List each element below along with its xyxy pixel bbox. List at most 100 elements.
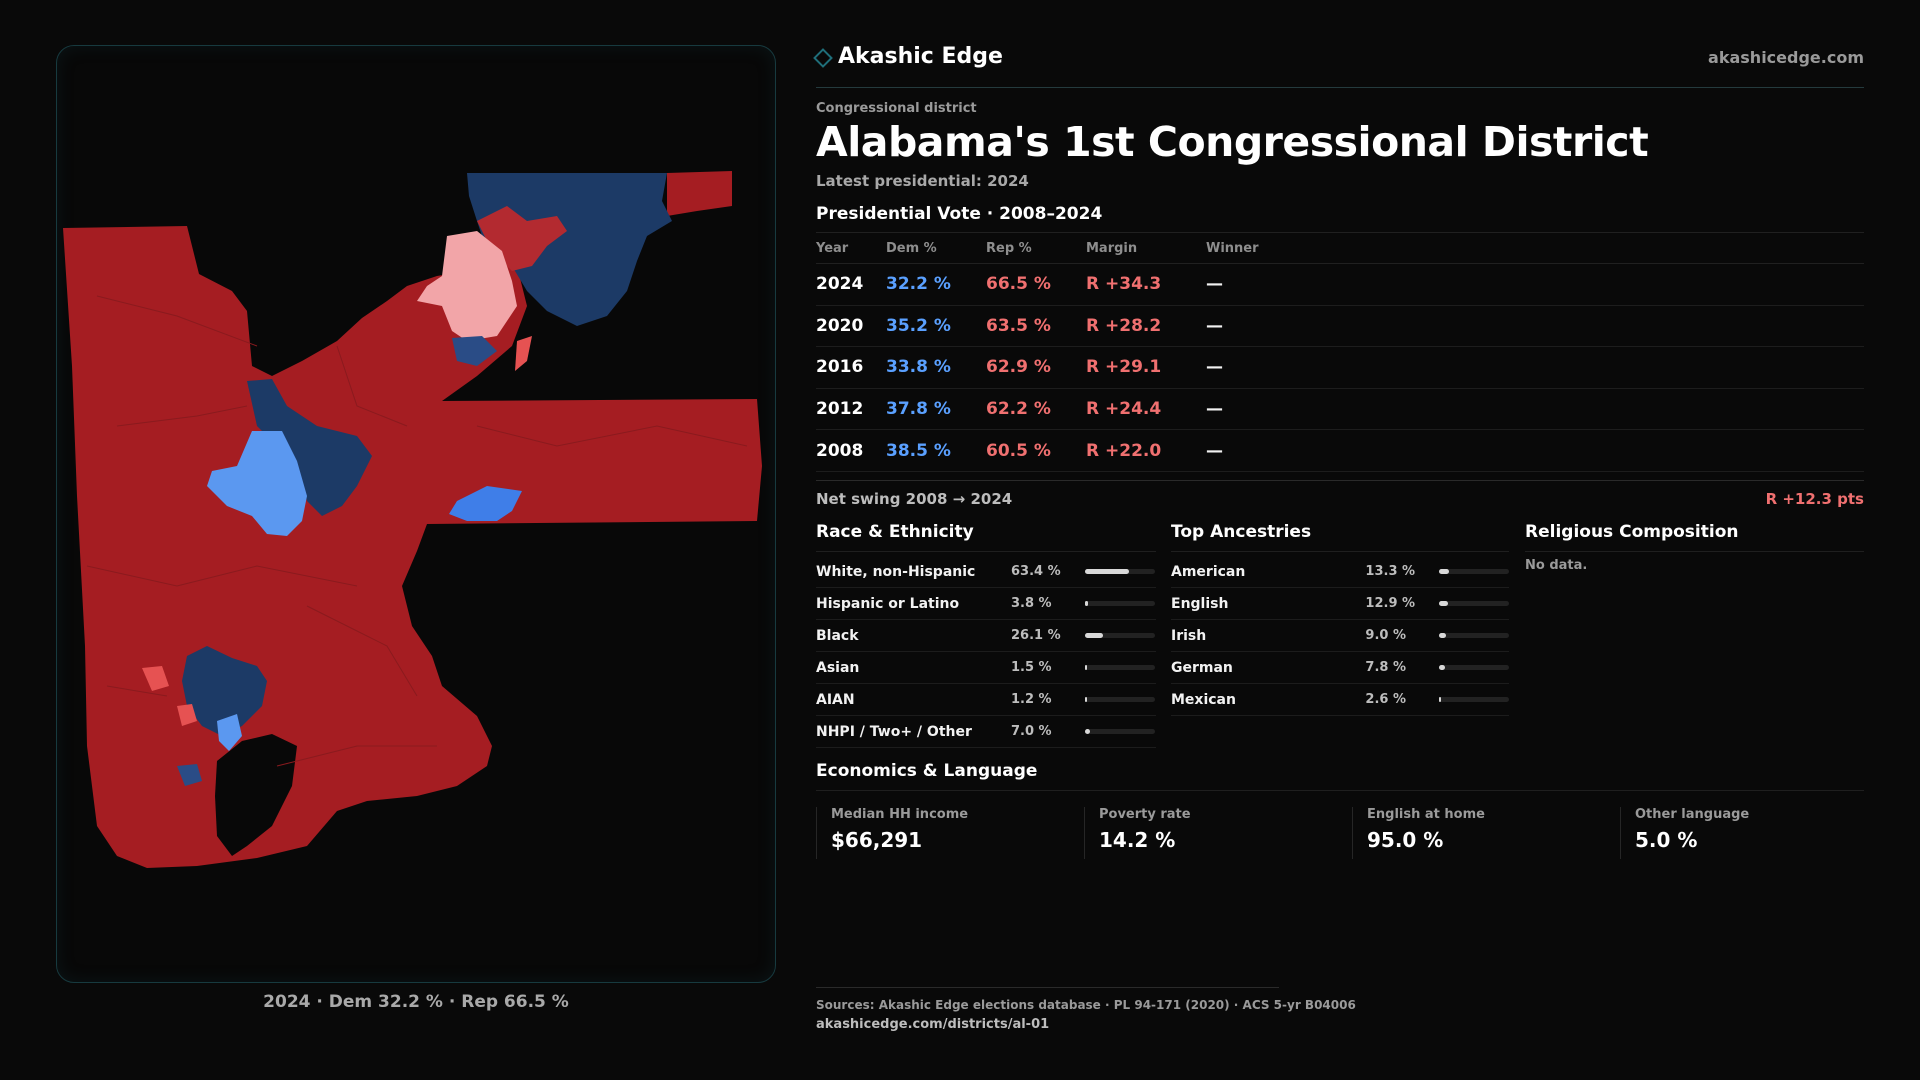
col-margin-header: Margin xyxy=(1086,232,1206,264)
map-precinct-area-darkblue-s[interactable] xyxy=(182,646,267,736)
diamond-logo-icon xyxy=(813,48,833,68)
metric-label: Other language xyxy=(1635,807,1750,822)
stat-label: Hispanic or Latino xyxy=(816,595,960,612)
margin-cell: R +34.3 xyxy=(1086,263,1206,306)
metric-other-language: Other language 5.0 % xyxy=(1620,807,1875,859)
map-precinct-area-salmon-small[interactable] xyxy=(515,336,532,371)
metric-label: Median HH income xyxy=(831,807,969,822)
net-swing-value: R +12.3 pts xyxy=(1765,490,1864,508)
list-item: Mexican 2.6 % xyxy=(1171,684,1509,716)
dem-cell: 35.2 % xyxy=(886,305,986,348)
religion-no-data: No data. xyxy=(1525,558,1588,573)
map-precinct-area-pink[interactable] xyxy=(417,231,517,341)
stat-percent: 7.8 % xyxy=(1365,660,1407,675)
map-precinct-area-blue-e[interactable] xyxy=(449,486,522,521)
map-precinct-area-salmon-s2[interactable] xyxy=(177,704,197,726)
stat-bar-track xyxy=(1085,665,1155,670)
stat-bar-fill xyxy=(1085,665,1087,670)
dem-cell: 33.8 % xyxy=(886,346,986,389)
stat-bar-fill xyxy=(1439,665,1445,670)
race-section-title: Race & Ethnicity xyxy=(816,522,974,542)
stat-bar-fill xyxy=(1439,633,1446,638)
map-precinct-area-salmon-s1[interactable] xyxy=(142,666,169,691)
stat-percent: 26.1 % xyxy=(1011,628,1061,643)
map-precinct-area-darkblue-s2[interactable] xyxy=(177,764,202,786)
stat-percent: 3.8 % xyxy=(1011,596,1052,611)
year-cell: 2016 xyxy=(816,346,886,389)
year-cell: 2024 xyxy=(816,263,886,306)
col-winner-header: Winner xyxy=(1206,232,1864,264)
footer-url-link[interactable]: akashicedge.com/districts/al-01 xyxy=(816,1017,1050,1032)
rep-cell: 62.2 % xyxy=(986,388,1086,431)
stat-percent: 63.4 % xyxy=(1011,564,1061,579)
list-item: German 7.8 % xyxy=(1171,652,1509,684)
stat-bar-track xyxy=(1439,569,1509,574)
stat-bar-track xyxy=(1085,569,1155,574)
stat-bar-track xyxy=(1439,665,1509,670)
metric-poverty-rate: Poverty rate 14.2 % xyxy=(1084,807,1339,859)
stat-label: Mexican xyxy=(1171,691,1236,708)
stat-bar-track xyxy=(1085,697,1155,702)
margin-cell: R +24.4 xyxy=(1086,388,1206,431)
map-precinct-area-lightblue-w[interactable] xyxy=(207,431,307,536)
brand-url-link[interactable]: akashicedge.com xyxy=(1708,48,1864,67)
rep-cell: 60.5 % xyxy=(986,429,1086,472)
list-item: AIAN 1.2 % xyxy=(816,684,1156,716)
map-precinct-area-red[interactable] xyxy=(63,226,762,868)
table-row: 2024 32.2 % 66.5 % R +34.3 — xyxy=(816,263,1864,306)
list-item: Irish 9.0 % xyxy=(1171,620,1509,652)
brand[interactable]: Akashic Edge xyxy=(813,44,1003,69)
page-title: Alabama's 1st Congressional District xyxy=(816,118,1649,166)
economics-section-title: Economics & Language xyxy=(816,761,1038,781)
map-precinct-area-darkblue-w[interactable] xyxy=(247,379,372,516)
stat-bar-track xyxy=(1439,697,1509,702)
rep-cell: 66.5 % xyxy=(986,263,1086,306)
header-divider xyxy=(816,87,1864,88)
map-precinct-lines xyxy=(86,295,748,767)
stat-bar-track xyxy=(1439,601,1509,606)
table-row: 2020 35.2 % 63.5 % R +28.2 — xyxy=(816,305,1864,348)
latest-presidential: Latest presidential: 2024 xyxy=(816,172,1029,190)
metric-value: $66,291 xyxy=(831,828,923,852)
list-item: NHPI / Two+ / Other 7.0 % xyxy=(816,716,1156,748)
list-item: Black 26.1 % xyxy=(816,620,1156,652)
district-panel: Akashic Edge akashicedge.com Congression… xyxy=(813,0,1864,1080)
stat-percent: 1.2 % xyxy=(1011,692,1052,707)
winner-cell: — xyxy=(1206,346,1864,389)
race-list: White, non-Hispanic 63.4 % Hispanic or Lat… xyxy=(816,556,1156,748)
stat-label: Asian xyxy=(816,659,860,676)
map-caption: 2024 · Dem 32.2 % · Rep 66.5 % xyxy=(263,992,569,1012)
winner-cell: — xyxy=(1206,305,1864,348)
district-map[interactable] xyxy=(56,45,776,983)
list-item: Asian 1.5 % xyxy=(816,652,1156,684)
metric-label: Poverty rate xyxy=(1099,807,1191,822)
stat-bar-fill xyxy=(1439,697,1442,702)
metric-value: 14.2 % xyxy=(1099,828,1176,852)
stat-bar-fill xyxy=(1085,729,1090,734)
list-item: Hispanic or Latino 3.8 % xyxy=(816,588,1156,620)
swing-divider xyxy=(816,480,1864,481)
race-divider xyxy=(816,551,1156,552)
stat-bar-fill xyxy=(1085,569,1130,574)
ancestry-list: American 13.3 % English 12.9 % Irish 9.0 % Ger… xyxy=(1171,556,1509,716)
map-water-bay xyxy=(215,734,297,856)
footer-sources: Sources: Akashic Edge elections database… xyxy=(816,998,1356,1012)
map-precinct-area-red-ne[interactable] xyxy=(667,171,732,216)
district-map-svg xyxy=(63,171,762,868)
vote-table-heading: Presidential Vote · 2008–2024 xyxy=(816,204,1103,224)
col-rep-header: Rep % xyxy=(986,232,1086,264)
map-precinct-area-darkblue-small[interactable] xyxy=(452,336,497,366)
stat-bar-fill xyxy=(1439,569,1449,574)
map-precinct-area-darkblue-ne[interactable] xyxy=(467,173,672,326)
stat-bar-fill xyxy=(1085,601,1088,606)
winner-cell: — xyxy=(1206,388,1864,431)
list-item: White, non-Hispanic 63.4 % xyxy=(816,556,1156,588)
stat-label: NHPI / Two+ / Other xyxy=(816,723,972,740)
year-cell: 2008 xyxy=(816,429,886,472)
table-row: 2012 37.8 % 62.2 % R +24.4 — xyxy=(816,388,1864,431)
stat-bar-track xyxy=(1085,729,1155,734)
stat-bar-track xyxy=(1439,633,1509,638)
map-precinct-area-lightblue-s[interactable] xyxy=(217,714,242,751)
net-swing-label: Net swing 2008 → 2024 xyxy=(816,490,1013,508)
stat-percent: 9.0 % xyxy=(1365,628,1407,643)
